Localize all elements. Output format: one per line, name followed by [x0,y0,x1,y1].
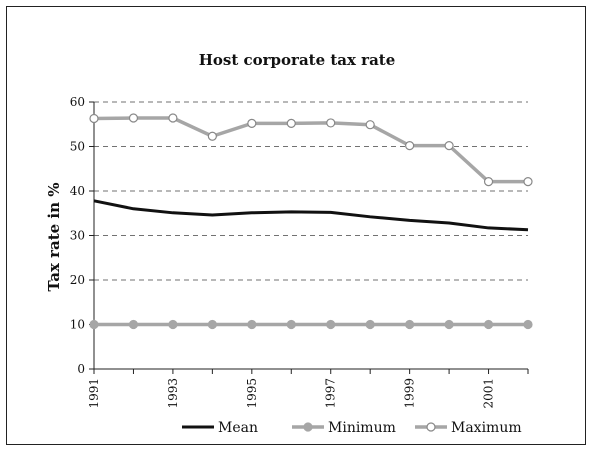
y-tick-label-10: 10 [70,318,85,332]
data-point-minimum-2002 [523,319,533,330]
y-tick-label-40: 40 [70,184,85,198]
series-line-maximum [93,116,528,184]
y-tick-label-30: 30 [70,229,85,243]
data-point-maximum-1999 [405,141,415,151]
x-axis-ticks: 1991 1993 1995 1997 1999 2001 [87,369,529,409]
line-chart: Host corporate tax rate 0 10 20 30 40 50 60 19… [45,51,533,436]
data-point-maximum-1997 [326,118,336,128]
data-point-maximum-1993 [168,113,178,123]
legend-marker-maximum [426,422,436,432]
data-point-maximum-1991 [89,113,99,124]
data-point-maximum-2001 [483,177,494,187]
x-tick-label-1999: 1999 [403,378,417,409]
y-tick-label-60: 60 [70,95,85,109]
series-layer [89,113,533,330]
data-point-maximum-1994 [207,131,217,141]
y-tick-label-0: 0 [77,362,85,376]
data-point-minimum-2001 [483,319,494,330]
legend: Mean Minimum Maximum [182,420,522,436]
data-point-minimum-2000 [444,319,454,330]
y-axis-label: Tax rate in % [45,182,63,291]
data-point-minimum-1993 [168,319,178,330]
data-point-maximum-2002 [523,177,533,187]
legend-label-mean: Mean [218,420,258,436]
data-point-minimum-1999 [405,319,415,330]
data-point-minimum-1998 [365,319,375,330]
x-tick-label-2001: 2001 [482,378,496,409]
x-tick-label-1991: 1991 [87,378,101,409]
data-point-maximum-1998 [365,120,375,130]
data-point-maximum-2000 [444,141,454,151]
legend-label-minimum: Minimum [328,420,396,436]
data-point-minimum-1991 [89,319,99,330]
data-point-minimum-1992 [128,319,139,330]
y-tick-label-50: 50 [70,140,85,154]
x-tick-label-1993: 1993 [166,378,180,409]
data-point-maximum-1995 [247,118,257,128]
data-point-minimum-1995 [247,319,257,330]
data-point-minimum-1996 [286,319,296,330]
data-point-maximum-1996 [286,118,296,128]
data-point-maximum-1992 [128,113,139,123]
x-tick-label-1995: 1995 [245,378,259,409]
chart-title: Host corporate tax rate [199,51,396,69]
series-line-mean [93,199,529,232]
legend-marker-minimum [303,422,313,432]
chart-frame: Host corporate tax rate 0 10 20 30 40 50 60 19… [6,6,586,445]
y-tick-label-20: 20 [70,273,85,287]
data-point-minimum-1994 [207,319,217,330]
x-tick-label-1997: 1997 [324,378,338,409]
y-axis-ticks: 0 10 20 30 40 50 60 [70,95,94,376]
data-point-minimum-1997 [326,319,336,330]
legend-label-maximum: Maximum [451,420,522,436]
